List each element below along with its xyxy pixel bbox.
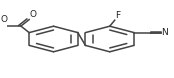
Text: N: N — [161, 28, 168, 37]
Text: O: O — [1, 15, 8, 24]
Text: O: O — [30, 10, 37, 19]
Text: F: F — [116, 11, 121, 20]
